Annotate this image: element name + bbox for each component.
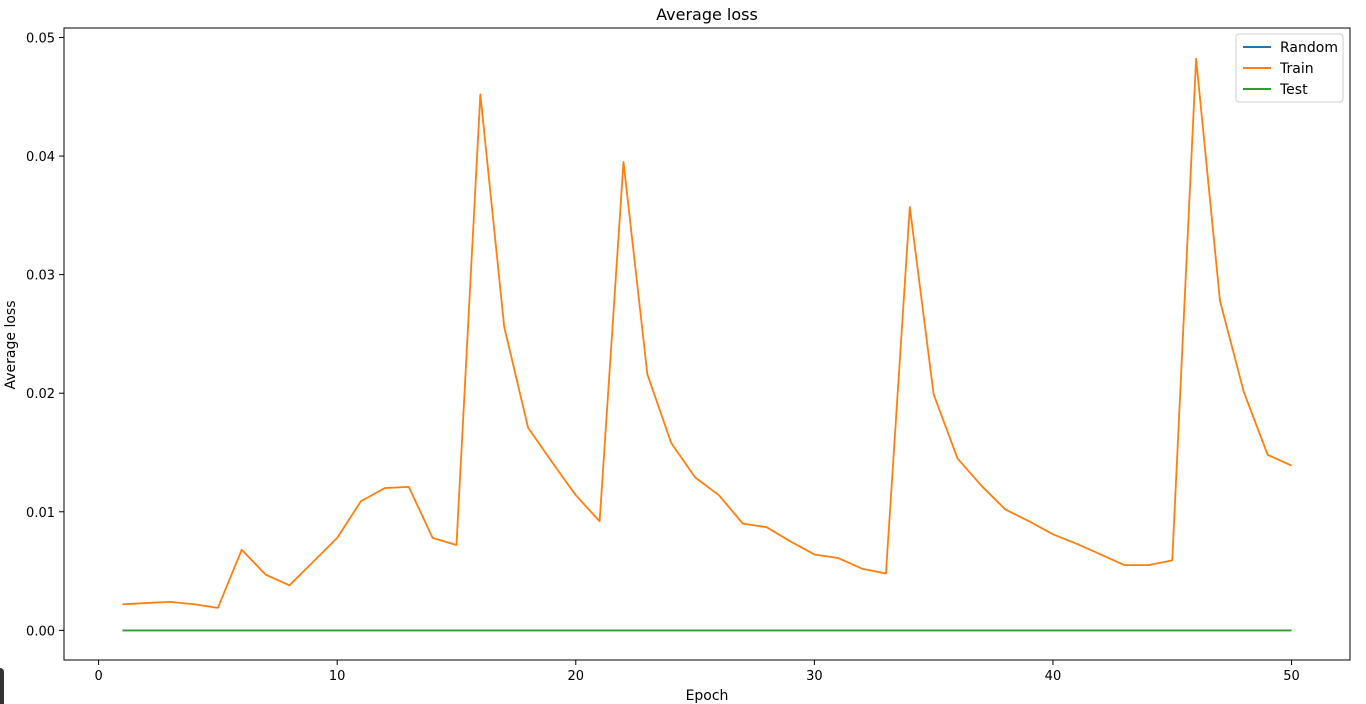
- x-tick-label: 40: [1045, 669, 1062, 684]
- y-tick-label: 0.00: [26, 624, 55, 639]
- x-tick-label: 0: [94, 669, 102, 684]
- legend-label-train: Train: [1279, 61, 1314, 77]
- legend-label-random: Random: [1280, 40, 1338, 56]
- x-tick-label: 30: [806, 669, 823, 684]
- x-tick-label: 10: [329, 669, 346, 684]
- series-line-train: [122, 57, 1292, 609]
- axes-frame: [63, 27, 1351, 661]
- x-tick-label: 20: [568, 669, 585, 684]
- plot-area: 0 10 20 30 40 50 0.00 0.01 0.02 0.03 0.04 0.05: [26, 27, 1351, 684]
- legend-label-test: Test: [1279, 82, 1308, 98]
- x-axis-label: Epoch: [686, 688, 729, 704]
- y-tick-label: 0.04: [26, 150, 55, 165]
- legend: Random Train Test: [1235, 33, 1344, 103]
- window-edge-tab: [0, 668, 4, 704]
- y-tick-label: 0.02: [26, 387, 55, 402]
- y-tick-label: 0.01: [26, 506, 55, 521]
- y-tick-label: 0.03: [26, 269, 55, 284]
- x-tick-label: 50: [1283, 669, 1300, 684]
- chart-title: Average loss: [656, 5, 758, 24]
- y-tick-label: 0.05: [26, 31, 55, 46]
- y-axis-label: Average loss: [3, 301, 19, 390]
- legend-box: [1235, 33, 1344, 103]
